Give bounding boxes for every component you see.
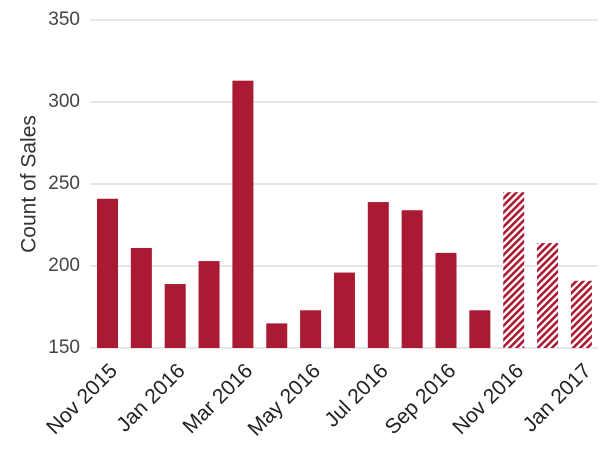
- bar-aug-2016: [401, 210, 423, 348]
- y-tick-label: 200: [48, 255, 80, 276]
- bar-may-2016: [300, 310, 322, 348]
- y-tick-label: 300: [48, 91, 80, 112]
- bar-oct-2016: [469, 310, 491, 348]
- bar-nov-2015: [97, 198, 118, 348]
- bar-jan-2017: [570, 280, 592, 348]
- bar-nov-2016: [503, 192, 525, 348]
- bar-apr-2016: [266, 323, 288, 348]
- bar-jan-2016: [164, 284, 186, 348]
- y-tick-label: 250: [48, 173, 80, 194]
- bar-dec-2015: [130, 247, 152, 348]
- x-tick-label: Jan 2017: [518, 359, 595, 436]
- y-axis-ticks: 150 200 250 300 350: [48, 9, 80, 358]
- x-tick-label: Nov 2016: [448, 359, 528, 439]
- x-tick-label: Jan 2016: [112, 359, 189, 436]
- bar-dec-2016: [537, 243, 559, 348]
- y-tick-label: 350: [48, 9, 80, 30]
- y-tick-label: 150: [48, 337, 80, 358]
- bar-jun-2016: [333, 272, 355, 348]
- bar-feb-2016: [198, 261, 220, 348]
- y-axis-title: Count of Sales: [18, 115, 41, 253]
- x-tick-label: May 2016: [244, 359, 325, 440]
- x-tick-label: Sep 2016: [381, 359, 461, 439]
- bar-sep-2016: [435, 252, 457, 348]
- x-tick-label: Nov 2015: [42, 359, 122, 439]
- bars: [97, 80, 592, 349]
- bar-mar-2016: [232, 80, 254, 349]
- bar-jul-2016: [367, 202, 389, 348]
